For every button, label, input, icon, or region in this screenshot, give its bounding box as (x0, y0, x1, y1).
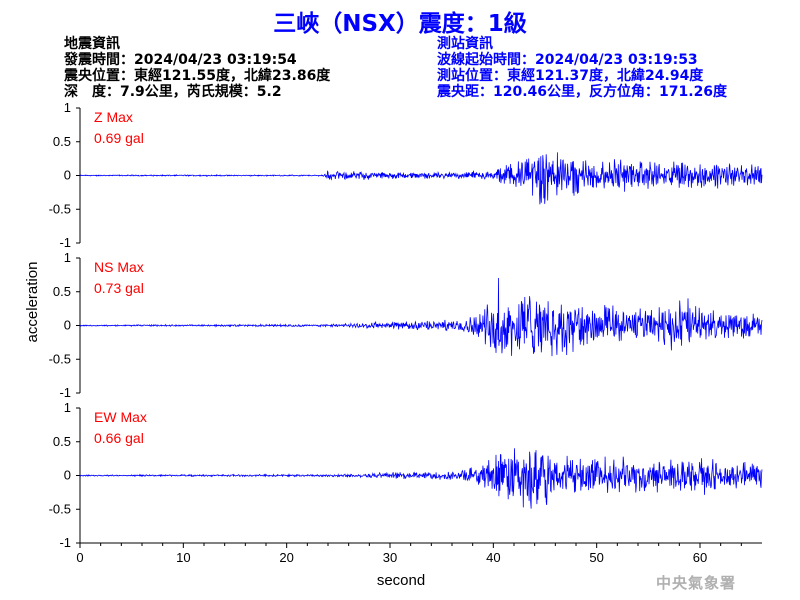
x-tick-label: 20 (279, 550, 293, 565)
y-tick-label: 0.5 (53, 434, 71, 449)
y-tick-label: 0.5 (53, 134, 71, 149)
station-location: 測站位置：東經121.37度，北緯24.94度 (437, 68, 704, 84)
x-tick-label: 50 (589, 550, 603, 565)
quake-location: 震央位置：東經121.55度，北緯23.86度 (64, 68, 331, 84)
wave-start-time: 波線起始時間：2024/04/23 03:19:53 (437, 52, 698, 68)
x-tick-label: 60 (693, 550, 707, 565)
max-value-ns: 0.73 gal (94, 280, 144, 296)
quake-depth-magnitude: 深 度：7.9公里，芮氏規模：5.2 (64, 84, 282, 100)
y-tick-label: 1 (64, 400, 71, 415)
station-info: 測站資訊 波線起始時間：2024/04/23 03:19:53 測站位置：東經1… (437, 36, 727, 100)
y-tick-label: -0.5 (49, 201, 71, 216)
y-axis-label: acceleration (24, 262, 41, 343)
max-label-ew: EW Max (94, 409, 147, 425)
y-tick-label: 1 (64, 250, 71, 265)
trace-ns (79, 277, 763, 357)
max-label-z: Z Max (94, 109, 133, 125)
y-tick-label: -0.5 (49, 501, 71, 516)
y-tick-label: 0 (64, 318, 71, 333)
quake-info: 地震資訊 發震時間：2024/04/23 03:19:54 震央位置：東經121… (64, 36, 330, 100)
x-tick-label: 10 (176, 550, 190, 565)
y-tick-label: 0 (64, 468, 71, 483)
trace-ew (79, 448, 763, 509)
station-info-heading: 測站資訊 (437, 36, 493, 52)
x-tick-label: 30 (383, 550, 397, 565)
chart-title: 三峽（NSX）震度：1級 (273, 11, 527, 37)
max-value-ew: 0.66 gal (94, 430, 144, 446)
y-tick-label: 1 (64, 100, 71, 115)
x-tick-label: 0 (76, 550, 83, 565)
y-tick-label: -1 (59, 235, 71, 250)
quake-time: 發震時間：2024/04/23 03:19:54 (64, 52, 297, 68)
max-value-z: 0.69 gal (94, 130, 144, 146)
max-label-ns: NS Max (94, 259, 144, 275)
y-tick-label: -0.5 (49, 351, 71, 366)
trace-z (79, 152, 763, 205)
y-tick-label: -1 (59, 535, 71, 550)
watermark: 中央氣象署 (656, 574, 737, 592)
epicenter-distance: 震央距：120.46公里，反方位角：171.26度 (437, 84, 728, 100)
x-tick-label: 40 (486, 550, 500, 565)
y-tick-label: 0.5 (53, 284, 71, 299)
y-tick-label: -1 (59, 385, 71, 400)
x-axis-label: second (377, 572, 425, 589)
y-tick-label: 0 (64, 168, 71, 183)
quake-info-heading: 地震資訊 (64, 36, 120, 52)
